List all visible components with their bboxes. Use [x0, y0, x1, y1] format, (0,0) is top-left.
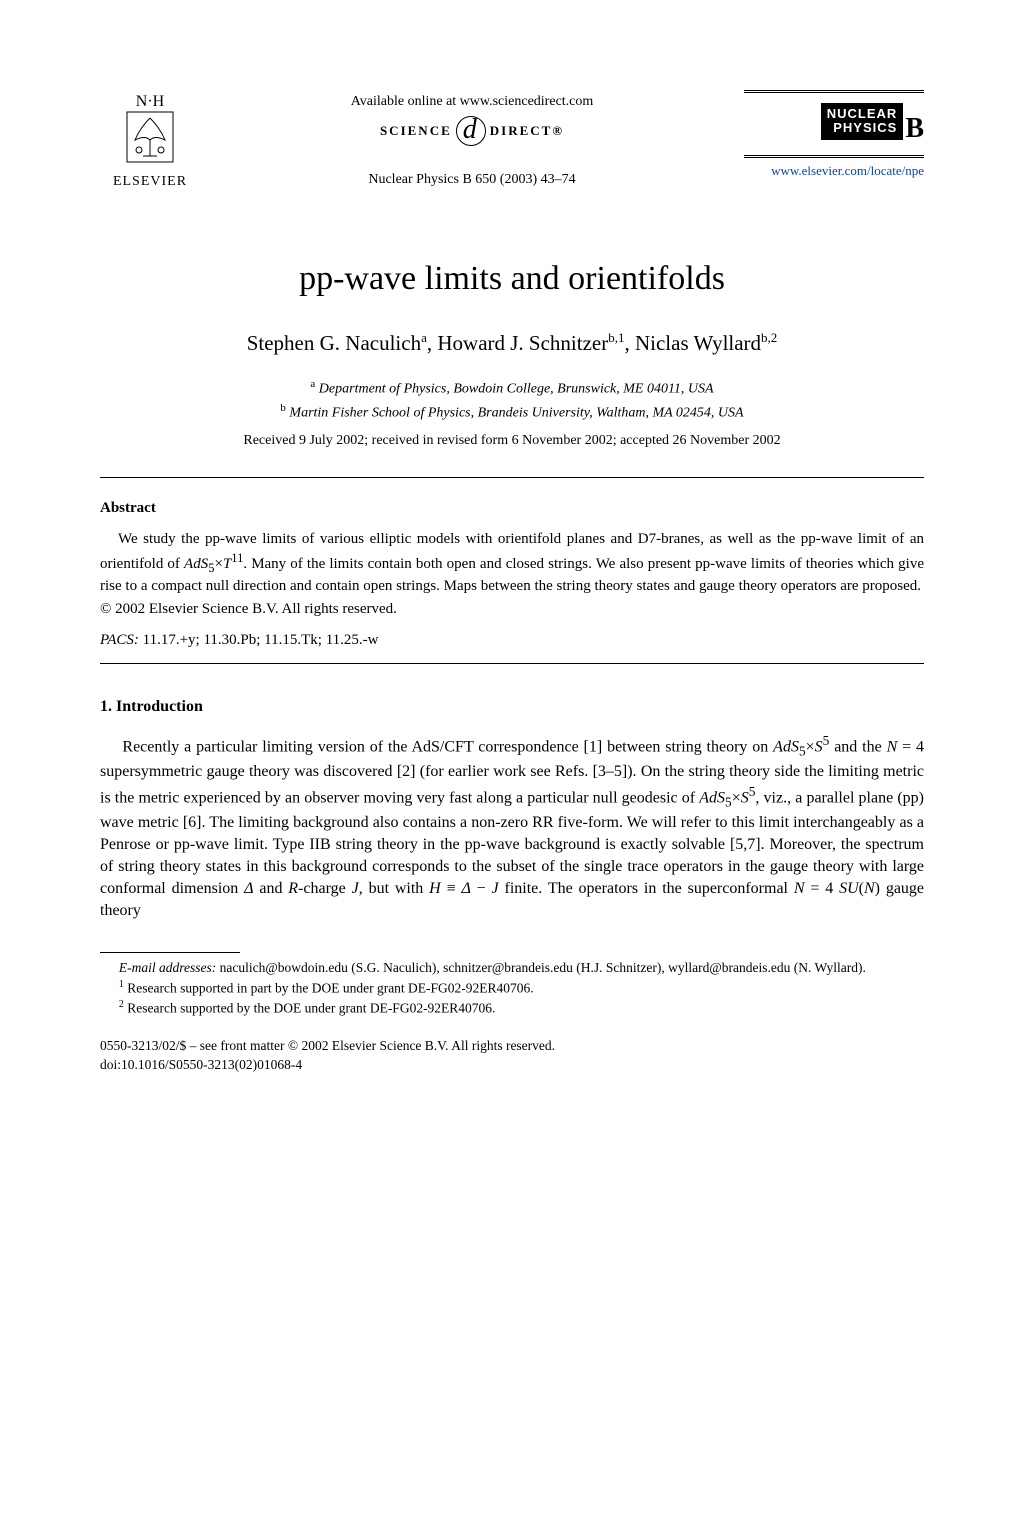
footnote-rule [100, 952, 240, 953]
doi-line: doi:10.1016/S0550-3213(02)01068-4 [100, 1056, 924, 1075]
sd-left: SCIENCE [380, 123, 452, 139]
rule-bottom [100, 663, 924, 664]
received-dates: Received 9 July 2002; received in revise… [100, 433, 924, 449]
abstract-copyright: © 2002 Elsevier Science B.V. All rights … [100, 601, 924, 618]
fn1-sup: 1 [119, 979, 124, 990]
author-3: Niclas Wyllard [635, 331, 761, 355]
svg-text:N·H: N·H [136, 93, 165, 110]
article-title: pp-wave limits and orientifolds [100, 260, 924, 298]
elsevier-tree-icon: N·H [115, 90, 185, 170]
journal-url-link[interactable]: www.elsevier.com/locate/npe [771, 163, 924, 178]
sd-d-icon: d [456, 116, 486, 146]
footnotes: E-mail addresses: naculich@bowdoin.edu (… [100, 959, 924, 1019]
section-1-heading: 1. Introduction [100, 698, 924, 716]
email-text: naculich@bowdoin.edu (S.G. Naculich), sc… [220, 960, 866, 975]
pacs-codes: 11.17.+y; 11.30.Pb; 11.15.Tk; 11.25.-w [143, 632, 379, 648]
footnote-1: 1 Research supported in part by the DOE … [100, 978, 924, 998]
pacs-line: PACS: 11.17.+y; 11.30.Pb; 11.15.Tk; 11.2… [100, 632, 924, 649]
email-footnote: E-mail addresses: naculich@bowdoin.edu (… [100, 959, 924, 978]
affil-b: Martin Fisher School of Physics, Brandei… [289, 405, 743, 420]
affiliations: a Department of Physics, Bowdoin College… [100, 376, 924, 423]
fn2-sup: 2 [119, 999, 124, 1010]
abstract-heading: Abstract [100, 500, 924, 517]
author-3-sup: b,2 [761, 330, 777, 345]
rule-top [100, 477, 924, 478]
author-1-sup: a [421, 330, 427, 345]
journal-badge: NUCLEAR PHYSICS [821, 103, 904, 140]
header-right: NUCLEAR PHYSICS B www.elsevier.com/locat… [744, 90, 924, 180]
affil-b-sup: b [280, 402, 286, 414]
header-row: N·H ELSEVIER Available online at www.sci… [100, 90, 924, 190]
front-matter-line: 0550-3213/02/$ – see front matter © 2002… [100, 1037, 924, 1056]
author-2: Howard J. Schnitzer [437, 331, 608, 355]
badge-letter: B [905, 113, 924, 144]
section-1-para-1: Recently a particular limiting version o… [100, 732, 924, 922]
pacs-label: PACS: [100, 632, 139, 648]
author-2-sup: b,1 [608, 330, 624, 345]
bottom-matter: 0550-3213/02/$ – see front matter © 2002… [100, 1037, 924, 1075]
journal-citation: Nuclear Physics B 650 (2003) 43–74 [220, 172, 724, 188]
header-center: Available online at www.sciencedirect.co… [200, 90, 744, 188]
author-1: Stephen G. Naculich [247, 331, 421, 355]
footnote-2: 2 Research supported by the DOE under gr… [100, 998, 924, 1018]
affil-a-sup: a [310, 378, 315, 390]
email-label: E-mail addresses: [119, 960, 216, 975]
science-direct-logo: SCIENCE d DIRECT® [220, 116, 724, 146]
badge-line2: PHYSICS [833, 120, 897, 135]
affil-a: Department of Physics, Bowdoin College, … [319, 382, 714, 397]
journal-badge-box: NUCLEAR PHYSICS B [744, 90, 924, 158]
authors-line: Stephen G. Naculicha, Howard J. Schnitze… [100, 330, 924, 356]
sd-right: DIRECT® [490, 123, 564, 139]
fn1-text: Research supported in part by the DOE un… [127, 980, 533, 995]
fn2-text: Research supported by the DOE under gran… [127, 1001, 495, 1016]
publisher-name: ELSEVIER [100, 174, 200, 190]
available-online-text: Available online at www.sciencedirect.co… [220, 94, 724, 110]
abstract-body: We study the pp-wave limits of various e… [100, 529, 924, 596]
badge-line1: NUCLEAR [827, 106, 898, 121]
publisher-logo: N·H ELSEVIER [100, 90, 200, 190]
